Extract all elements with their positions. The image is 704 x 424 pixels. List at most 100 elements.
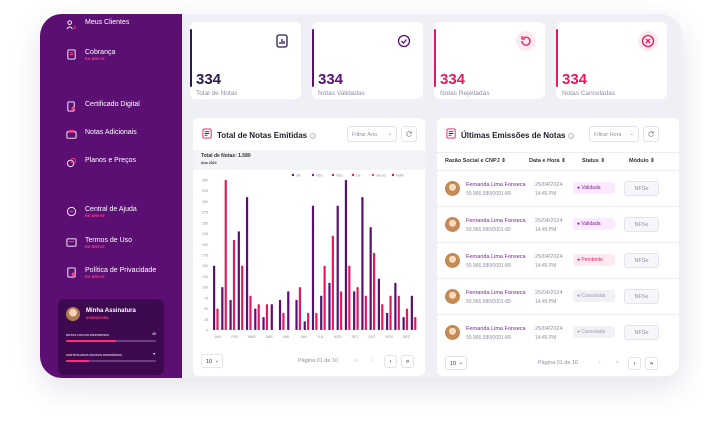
first-page-button[interactable]: « [615,360,620,366]
coming-soon-badge: EM BREVE [85,214,105,218]
table-row[interactable]: Fernanda Lima Fonseca 50.966.580/0001-89 2… [437,242,679,278]
refresh-button[interactable] [401,126,417,142]
y-tick-label: 350 [202,179,208,183]
sidebar-item-label: Política de Privacidade [85,267,157,274]
company-cnpj: 50.966.580/0001-89 [466,335,511,341]
chevron-down-icon: ⌄ [387,131,392,137]
sidebar-item-label: Certificado Digital [85,101,140,108]
chart-bar [270,304,273,330]
module-button[interactable]: NFSe [624,253,659,268]
sidebar-item-certificado[interactable]: Certificado Digital [66,100,140,112]
sidebar-item-label: Planos e Preços [85,157,136,164]
sidebar-item-notas-adicionais[interactable]: Notas Adicionais [66,128,137,140]
coming-soon-badge: EM BREVE [85,57,105,61]
chart-title: Total de Notas Emitidas? [217,131,317,140]
legend-label: mdfe [396,174,404,178]
page-size-select[interactable]: 10 ⌄ [201,354,223,368]
certificate-icon [66,101,77,112]
y-tick-label: 325 [202,189,208,193]
total-notes-label: Total de Notas: 1.580 [201,153,251,159]
svg-text:$: $ [73,25,76,30]
chart-bar [311,205,315,330]
chart-bar [414,317,417,330]
refresh-icon [406,131,412,137]
column-header[interactable]: Data e Hora ⇕ [529,158,566,164]
chart-bar [278,300,282,330]
y-tick-label: 225 [202,232,208,236]
chart-bar [282,312,285,330]
y-tick-label: 275 [202,211,208,215]
module-button[interactable]: NFSe [624,289,659,304]
company-name[interactable]: Fernanda Lima Fonseca [466,254,526,260]
stat-card-total: 334 Total de Notas [190,22,301,99]
first-page-button[interactable]: « [354,358,359,364]
company-name[interactable]: Fernanda Lima Fonseca [466,218,526,224]
avatar [66,307,80,321]
legend-label: cte-os [376,174,386,178]
next-page-button[interactable]: › [384,355,397,368]
legend-marker [291,173,295,177]
page-size-select[interactable]: 10 ⌄ [445,356,467,370]
column-header[interactable]: Status ⇕ [582,158,605,164]
y-tick-label: 25 [204,318,208,322]
table-row[interactable]: Fernanda Lima Fonseca 50.966.580/0001-89 2… [437,278,679,314]
chart-bar [237,231,240,330]
company-name[interactable]: Fernanda Lima Fonseca [466,182,526,188]
sidebar: $ Meus Clientes Cobrança EM BREVE Certifi… [40,14,182,378]
x-tick-label: MAR [248,335,256,339]
hour-filter-select[interactable]: Filtrar Hora ⌄ [589,126,639,142]
sidebar-item-ajuda[interactable]: Central de Ajuda EM BREVE [66,205,137,219]
module-button[interactable]: NFSe [624,325,659,340]
year-label: Ano 2024 [201,161,217,165]
pagination-text: Página 01 de 10 [298,358,339,364]
x-tick-label: OUT [368,335,376,339]
chart-bar [213,265,216,330]
sidebar-item-termos[interactable]: Termos de Uso EM BREVE [66,236,132,250]
prev-page-button[interactable]: ‹ [598,360,601,366]
chart-bar [369,227,372,330]
sidebar-item-meus-clientes[interactable]: $ Meus Clientes [66,18,129,30]
sidebar-item-label: Cobrança [85,49,116,56]
module-button[interactable]: NFSe [624,217,659,232]
y-tick-label: 175 [202,254,208,258]
company-name[interactable]: Fernanda Lima Fonseca [466,326,526,332]
subscription-card[interactable]: Minha Assinatura ASSINATURA NOTAS FISCAI… [58,299,164,375]
chart-panel: Total de Notas Emitidas? Filtrar Ano ⌄ To… [193,118,425,376]
table-row[interactable]: Fernanda Lima Fonseca 50.966.580/0001-89 2… [437,314,679,350]
year-filter-select[interactable]: Filtrar Ano ⌄ [347,126,397,142]
chart-bar [232,240,236,330]
sidebar-item-cobranca[interactable]: Cobrança EM BREVE [66,48,115,62]
notes-available-value: 45 [152,332,156,336]
certs-available-row: CERTIFICADOS DIGITAIS DISPONÍVEIS ▼ [66,352,156,362]
column-header[interactable]: Razão Social e CNPJ ⇕ [445,158,506,164]
close-circle-icon [638,31,658,51]
chart-bar [323,265,326,330]
stat-card-validadas: 334 Notas Validadas [312,22,423,99]
chart-bar [377,278,380,330]
subscription-subtitle: ASSINATURA [86,316,109,320]
table-row[interactable]: Fernanda Lima Fonseca 50.966.580/0001-89 2… [437,170,679,206]
check-circle-icon [394,31,414,51]
column-header[interactable]: Módulo ⇕ [629,158,655,164]
stat-accent [312,29,314,87]
next-page-button[interactable]: › [628,357,641,370]
prev-page-button[interactable]: ‹ [371,358,374,364]
sidebar-item-planos[interactable]: Planos e Preços [66,156,136,168]
last-page-button[interactable]: » [401,355,414,368]
help-icon[interactable]: ? [310,132,317,139]
emission-time: 14:45 PM [535,335,557,341]
stat-label: Notas Validadas [318,90,365,97]
y-tick-label: 200 [202,243,208,247]
chart-bar [344,180,348,330]
refresh-button[interactable] [643,126,659,142]
chart-bar [257,304,260,330]
module-button[interactable]: NFSe [624,181,659,196]
company-name[interactable]: Fernanda Lima Fonseca [466,290,526,296]
table-row[interactable]: Fernanda Lima Fonseca 50.966.580/0001-89 2… [437,206,679,242]
certs-expand-icon[interactable]: ▼ [152,352,156,356]
chart-bar [328,282,331,330]
help-icon[interactable]: ? [568,132,575,139]
sidebar-item-privacidade[interactable]: Política de Privacidade EM BREVE [66,266,156,280]
stat-card-rejeitadas: 334 Notas Rejeitadas [434,22,545,99]
last-page-button[interactable]: » [645,357,658,370]
